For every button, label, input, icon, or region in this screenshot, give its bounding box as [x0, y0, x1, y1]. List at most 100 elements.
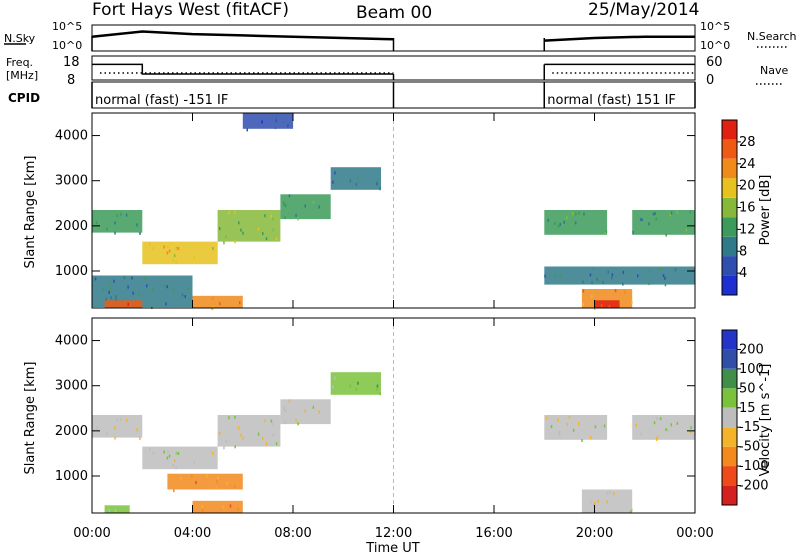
range-cell	[234, 240, 236, 244]
range-cell	[275, 115, 278, 119]
range-cell	[215, 486, 217, 490]
x-tick-label: 00:00	[73, 526, 110, 541]
range-cell	[594, 501, 596, 505]
range-cell	[109, 286, 112, 290]
range-cell	[163, 284, 165, 288]
range-cell	[173, 459, 176, 463]
x-tick-label: 08:00	[274, 526, 311, 541]
n-search-label: N.Search	[747, 30, 797, 43]
range-cell	[175, 465, 177, 469]
range-cell	[94, 277, 97, 281]
range-cell	[554, 222, 556, 225]
range-cell	[173, 489, 175, 493]
range-cell	[288, 194, 291, 198]
range-cell	[283, 203, 286, 207]
colorbar-tick-label: 8	[739, 244, 747, 259]
range-cell	[297, 217, 299, 221]
range-cell	[349, 179, 352, 183]
range-cell	[591, 281, 593, 285]
colorbar-tick-label: 28	[739, 135, 756, 150]
range-cell	[172, 463, 174, 467]
range-cell	[664, 276, 666, 280]
range-cell	[193, 256, 196, 260]
date-title: 25/May/2014	[588, 0, 700, 20]
range-cell	[357, 381, 359, 385]
x-tick-label: 00:00	[676, 526, 713, 541]
range-cell	[607, 270, 609, 274]
range-cell	[212, 452, 214, 455]
noise-tick-right-bottom: 10^0	[700, 39, 730, 52]
range-cell	[379, 187, 381, 191]
range-cell	[165, 302, 167, 306]
range-cell	[664, 283, 667, 287]
range-cell	[592, 267, 594, 270]
velocity-ylabel: Slant Range [km]	[23, 362, 38, 475]
colorbar-swatch	[722, 330, 737, 350]
scatter-band	[217, 210, 281, 242]
colorbar-swatch	[722, 466, 737, 486]
range-cell	[583, 212, 585, 216]
range-cell	[270, 214, 273, 218]
time-axis-ticks: 00:00 04:00 08:00 12:00 16:00 20:00 00:00	[73, 113, 714, 541]
range-cell	[312, 200, 315, 204]
freq-line-1	[92, 63, 394, 75]
scatter-band	[544, 266, 696, 285]
range-cell	[376, 384, 379, 388]
range-cell	[225, 440, 227, 444]
range-cell	[283, 408, 286, 412]
frequency-panel: Freq. [MHz] 18 8 60 0 Nave	[6, 55, 788, 88]
range-cell	[606, 491, 609, 495]
range-cell	[106, 227, 108, 231]
colorbar-swatch	[722, 120, 737, 140]
range-cell	[637, 274, 639, 278]
y-tick-label: 3000	[55, 174, 88, 189]
range-cell	[173, 254, 176, 258]
range-cell	[557, 224, 560, 228]
colorbar-swatch	[722, 388, 737, 408]
range-cell	[581, 439, 583, 442]
y-tick-label: 4000	[55, 129, 88, 144]
range-cell	[614, 289, 617, 293]
range-cell	[611, 276, 613, 280]
range-cell	[184, 295, 186, 299]
range-cell	[598, 279, 600, 283]
scatter-band	[192, 500, 243, 513]
range-cell	[648, 270, 651, 274]
range-cell	[137, 293, 140, 296]
range-cell	[282, 120, 284, 124]
range-cell	[223, 446, 225, 450]
colorbar-frame	[721, 329, 738, 506]
range-cell	[152, 246, 154, 250]
range-cell	[662, 274, 665, 278]
cpid-segments: normal (fast) -151 IF normal (fast) 151 I…	[91, 82, 696, 108]
colorbar-swatch	[722, 256, 737, 276]
range-cell	[166, 285, 168, 289]
scatter-band	[594, 300, 620, 308]
y-tick-label: 1000	[55, 264, 88, 279]
colorbar-swatch	[722, 217, 737, 237]
range-cell	[172, 288, 175, 292]
range-cell	[108, 281, 111, 285]
range-cell	[558, 433, 561, 437]
range-cell	[95, 426, 98, 430]
range-cell	[355, 388, 358, 391]
range-cell	[172, 258, 174, 262]
range-cell	[114, 509, 117, 513]
range-cell	[216, 479, 218, 483]
range-cell	[287, 124, 289, 128]
range-cell	[284, 216, 286, 220]
range-cell	[143, 276, 146, 280]
scatter-band	[217, 415, 281, 447]
range-cell	[201, 505, 203, 508]
colorbar-swatch	[722, 158, 737, 179]
range-cell	[606, 500, 608, 504]
velocity-colorbar: -200 -100 -50 -15 15 50 100 200 Velocity [m s^-1…	[721, 329, 773, 506]
range-cell	[212, 247, 214, 250]
range-cell	[670, 423, 672, 427]
range-cell	[218, 432, 221, 435]
range-cell	[233, 485, 236, 489]
range-cell	[219, 302, 221, 306]
colorbar-tick-label: 12	[739, 222, 756, 237]
frequency-trace	[92, 63, 695, 80]
power-y-ticks: 1000 2000 3000 4000	[55, 129, 695, 279]
